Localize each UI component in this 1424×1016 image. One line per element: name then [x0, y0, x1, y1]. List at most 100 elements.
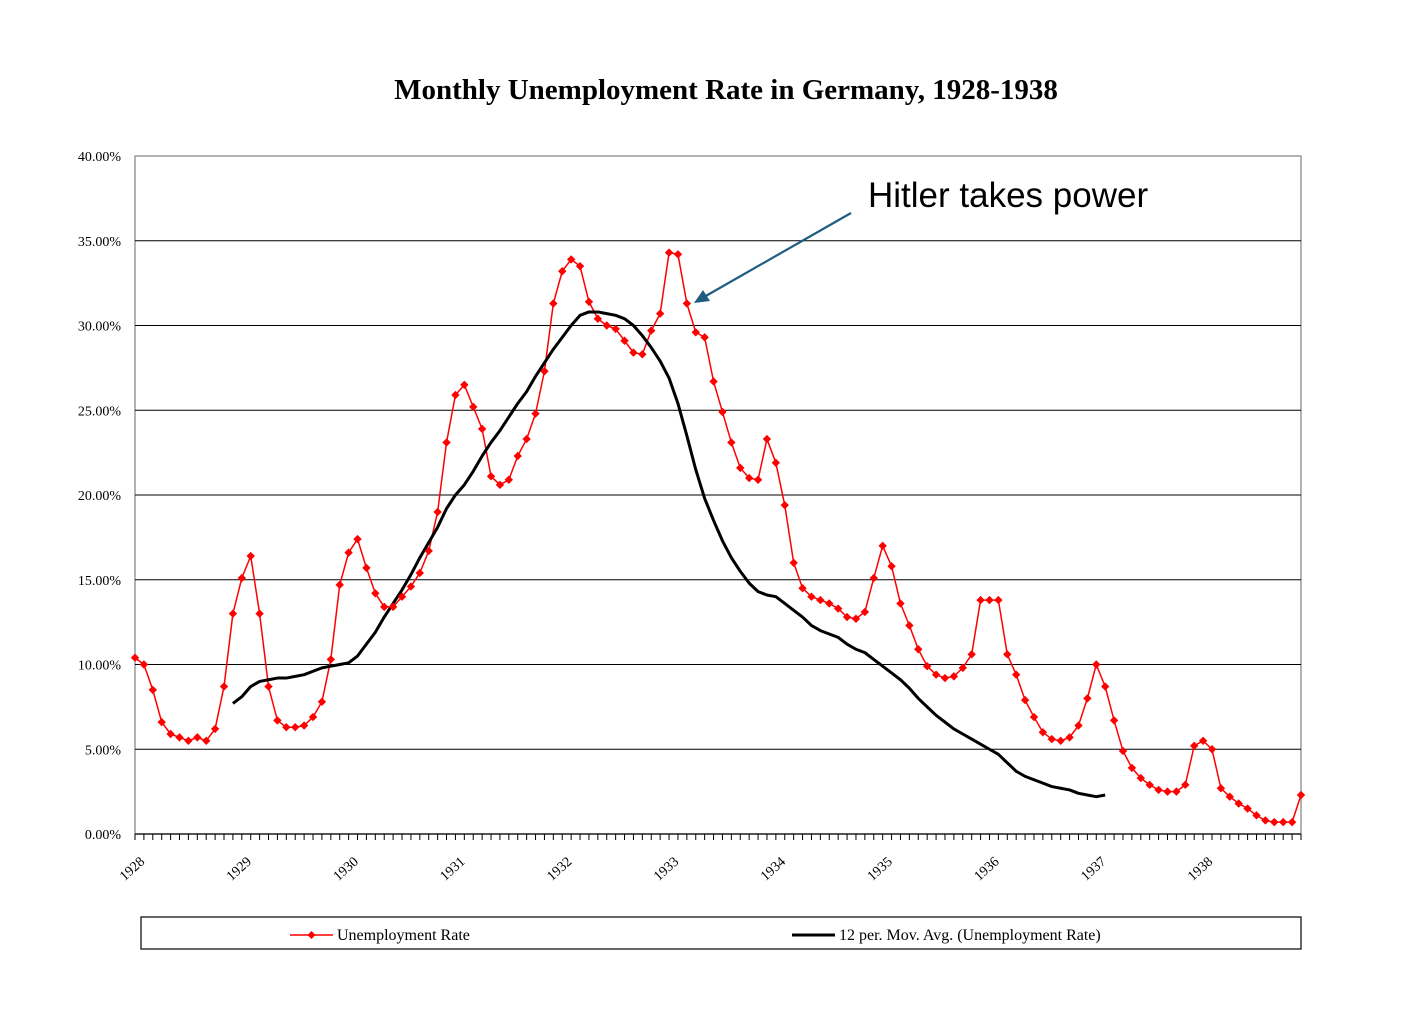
data-point-marker — [629, 348, 638, 357]
y-tick-label: 20.00% — [78, 489, 122, 504]
data-point-marker — [816, 595, 825, 605]
series-lines — [134, 251, 1302, 823]
data-point-marker — [273, 716, 282, 725]
data-point-marker — [1216, 784, 1226, 793]
data-point-marker — [433, 507, 442, 517]
data-point-marker — [299, 721, 309, 730]
data-point-marker — [1100, 682, 1110, 691]
y-tick-label: 25.00% — [78, 404, 122, 419]
data-point-marker — [157, 717, 166, 727]
data-point-marker — [575, 261, 585, 271]
data-point-marker — [958, 663, 967, 673]
data-point-marker — [780, 500, 789, 510]
data-point-marker — [255, 609, 264, 618]
data-point-marker — [549, 299, 558, 308]
data-point-marker — [798, 584, 807, 593]
legend: Unemployment Rate 12 per. Mov. Avg. (Une… — [140, 916, 1302, 950]
data-point-marker — [1118, 746, 1128, 756]
legend-swatch-marker — [307, 931, 316, 939]
data-point-marker — [647, 326, 656, 335]
data-point-marker — [593, 314, 603, 323]
data-point-marker — [949, 672, 959, 681]
data-point-marker — [566, 255, 576, 264]
data-point-marker — [1234, 799, 1243, 808]
data-point-marker — [1296, 790, 1306, 800]
data-point-marker — [362, 563, 371, 573]
data-point-marker — [736, 463, 745, 473]
data-point-marker — [1145, 780, 1154, 790]
data-point-marker — [415, 568, 425, 578]
data-point-marker — [673, 250, 683, 259]
y-tick-label: 40.00% — [78, 150, 122, 165]
data-point-marker — [139, 660, 149, 669]
data-point-marker — [833, 604, 843, 613]
data-point-marker — [744, 473, 754, 483]
annotation-arrow-shaft — [703, 212, 852, 298]
data-point-marker — [922, 661, 932, 671]
series-line-1 — [134, 251, 1302, 823]
data-point-marker — [1011, 670, 1021, 679]
data-point-marker — [1047, 734, 1056, 744]
x-tick-label: 1935 — [865, 854, 896, 884]
data-point-marker — [495, 480, 505, 490]
annotation-text: Hitler takes power — [868, 176, 1148, 215]
data-point-marker — [584, 297, 594, 306]
data-point-marker — [1252, 811, 1261, 820]
data-point-marker — [442, 438, 451, 447]
x-tick-label: 1933 — [651, 854, 682, 884]
data-point-marker — [513, 451, 522, 461]
x-tick-label: 1934 — [758, 854, 789, 884]
y-tick-label: 0.00% — [85, 828, 122, 843]
data-point-marker — [655, 309, 665, 318]
data-point-marker — [976, 595, 985, 605]
data-point-marker — [1020, 695, 1030, 705]
data-point-marker — [477, 424, 487, 434]
data-point-marker — [1056, 736, 1065, 745]
data-point-marker — [753, 475, 763, 484]
data-point-marker — [522, 434, 531, 444]
data-point-marker — [1270, 817, 1279, 827]
data-point-marker — [718, 407, 727, 417]
data-point-marker — [638, 350, 647, 359]
data-point-marker — [967, 650, 976, 659]
data-point-marker — [353, 534, 362, 544]
data-point-marker — [558, 267, 567, 276]
data-point-marker — [1181, 780, 1190, 790]
data-point-marker — [228, 609, 238, 618]
data-point-marker — [994, 595, 1003, 605]
data-point-marker — [1003, 650, 1012, 659]
x-tick-label: 1937 — [1079, 854, 1110, 884]
data-point-marker — [469, 402, 478, 412]
data-point-marker — [219, 682, 229, 691]
data-point-marker — [1127, 763, 1137, 773]
data-point-marker — [1065, 733, 1074, 742]
data-point-marker — [406, 582, 416, 591]
data-point-marker — [860, 607, 870, 617]
data-point-marker — [282, 723, 291, 732]
data-point-marker — [905, 621, 914, 630]
data-point-marker — [727, 438, 736, 447]
data-point-marker — [1136, 773, 1145, 783]
x-tick-label: 1928 — [117, 854, 148, 884]
data-point-marker — [308, 712, 318, 722]
data-point-marker — [380, 602, 389, 612]
data-point-marker — [1261, 816, 1270, 825]
annotation: Hitler takes power — [694, 176, 1148, 303]
data-point-marker — [940, 673, 950, 683]
data-point-marker — [193, 733, 202, 742]
data-point-marker — [931, 670, 941, 679]
data-point-marker — [762, 434, 772, 444]
data-point-marker — [166, 729, 175, 739]
data-point-marker — [1074, 721, 1083, 730]
x-axis: 1928 1929 1930 1931 1932 1933 1934 1935 1936 1937… — [117, 833, 1302, 884]
data-point-marker — [691, 328, 700, 337]
data-point-marker — [371, 589, 380, 598]
data-point-marker — [504, 475, 514, 484]
data-point-marker — [869, 573, 878, 583]
legend-box — [140, 916, 1302, 950]
x-tick-label: 1936 — [972, 854, 1003, 884]
data-point-marker — [807, 592, 816, 601]
data-point-marker — [1029, 712, 1039, 722]
data-point-marker — [611, 324, 620, 334]
data-point-marker — [184, 736, 193, 745]
